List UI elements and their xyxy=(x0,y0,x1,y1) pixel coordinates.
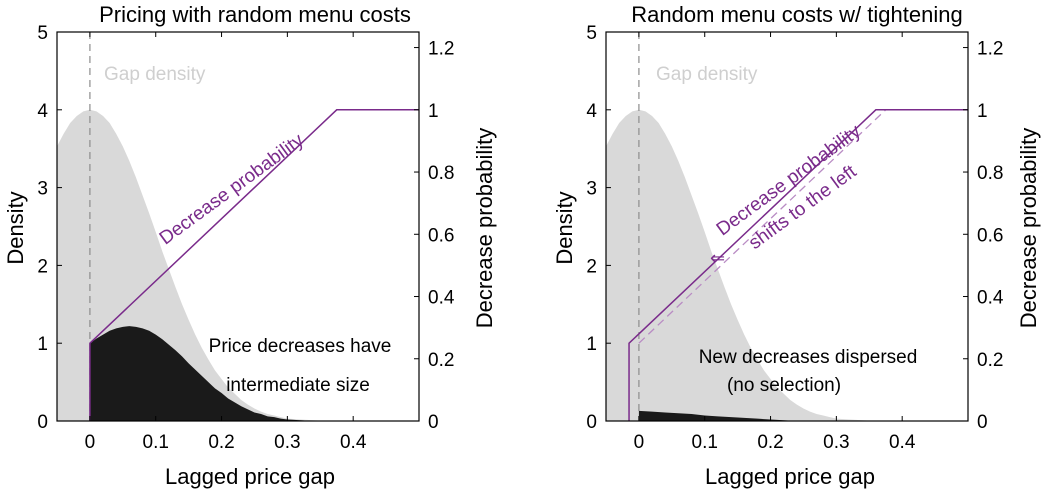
x-tick-label: 0.3 xyxy=(274,432,300,453)
y-axis-label-left: Density xyxy=(3,191,28,264)
chart-panel-right: 0 0.1 0.2 0.3 0.4 0 1 2 3 4 5 0 0.2 0.4 0.6 0.8 1 1.2 Ran… xyxy=(552,2,1041,489)
x-tick-label: 0 xyxy=(85,432,96,453)
chart-title: Random menu costs w/ tightening xyxy=(631,2,962,27)
plot-frame xyxy=(605,31,969,422)
x-tick-label: 0.4 xyxy=(340,432,367,453)
shift-left-arrow-icon: ⇐ xyxy=(710,248,725,268)
y-right-tick-label: 0 xyxy=(428,412,439,433)
y-right-tick-label: 1 xyxy=(428,101,439,122)
y-left-tick-label: 5 xyxy=(586,23,597,44)
chart-panel-left: 0 0.1 0.2 0.3 0.4 0 1 2 3 4 5 0 0.2 0.4 0.6 0.8 1 1.2 Pri… xyxy=(3,2,497,489)
y-right-tick-label: 0.2 xyxy=(428,350,454,371)
decrease-probability-label: Decrease probability xyxy=(156,130,308,250)
x-tick-label: 0.4 xyxy=(889,432,916,453)
y-left-tick-label: 0 xyxy=(37,412,48,433)
y-left-tick-label: 3 xyxy=(586,179,597,200)
y-right-tick-label: 0.6 xyxy=(977,225,1003,246)
y-left-tick-label: 0 xyxy=(586,412,597,433)
y-right-tick-label: 0.8 xyxy=(428,163,454,184)
old-decrease-probability-line xyxy=(638,109,887,344)
x-tick-label: 0.1 xyxy=(143,432,169,453)
gap-density-label: Gap density xyxy=(656,64,758,85)
x-tick-label: 0.1 xyxy=(692,432,718,453)
x-tick-label: 0 xyxy=(634,432,645,453)
y-left-tick-label: 5 xyxy=(37,23,48,44)
y-left-tick-label: 1 xyxy=(586,334,597,355)
y-right-tick-label: 0.2 xyxy=(977,350,1003,371)
annotation-line-2: (no selection) xyxy=(727,375,841,396)
gap-density-area xyxy=(606,109,876,422)
y-left-tick-label: 2 xyxy=(37,256,48,277)
x-tick-label: 0.2 xyxy=(208,432,234,453)
y-left-tick-label: 3 xyxy=(37,179,48,200)
y-right-tick-label: 1 xyxy=(977,101,988,122)
x-axis-label: Lagged price gap xyxy=(705,464,875,489)
x-tick-label: 0.2 xyxy=(757,432,783,453)
y-right-tick-label: 1.2 xyxy=(977,39,1003,60)
price-decreases-area xyxy=(638,410,797,421)
y-left-tick-label: 4 xyxy=(37,101,48,122)
y-right-tick-label: 0.4 xyxy=(428,288,455,309)
x-axis-label: Lagged price gap xyxy=(165,464,335,489)
y-right-tick-label: 0.4 xyxy=(977,288,1004,309)
y-right-tick-label: 0.8 xyxy=(977,163,1003,184)
y-left-tick-label: 4 xyxy=(586,101,597,122)
annotation-line-1: Price decreases have xyxy=(209,336,392,357)
price-decreases-area xyxy=(89,326,327,421)
y-left-tick-label: 2 xyxy=(586,256,597,277)
plot-frame xyxy=(56,31,420,422)
x-tick-label: 0.3 xyxy=(823,432,849,453)
gap-density-label: Gap density xyxy=(104,64,206,85)
y-axis-label-right: Decrease probability xyxy=(1016,128,1041,329)
y-right-tick-label: 0.6 xyxy=(428,225,454,246)
y-left-tick-label: 1 xyxy=(37,334,48,355)
y-right-tick-label: 0 xyxy=(977,412,988,433)
chart-title: Pricing with random menu costs xyxy=(99,2,411,27)
y-axis-label-right: Decrease probability xyxy=(472,128,497,329)
decrease-probability-line xyxy=(628,109,968,421)
decrease-probability-line xyxy=(89,109,419,421)
annotation-line-1: New decreases dispersed xyxy=(699,347,918,368)
annotation-line-2: intermediate size xyxy=(226,375,370,396)
y-axis-label-left: Density xyxy=(552,191,577,264)
y-right-tick-label: 1.2 xyxy=(428,39,454,60)
